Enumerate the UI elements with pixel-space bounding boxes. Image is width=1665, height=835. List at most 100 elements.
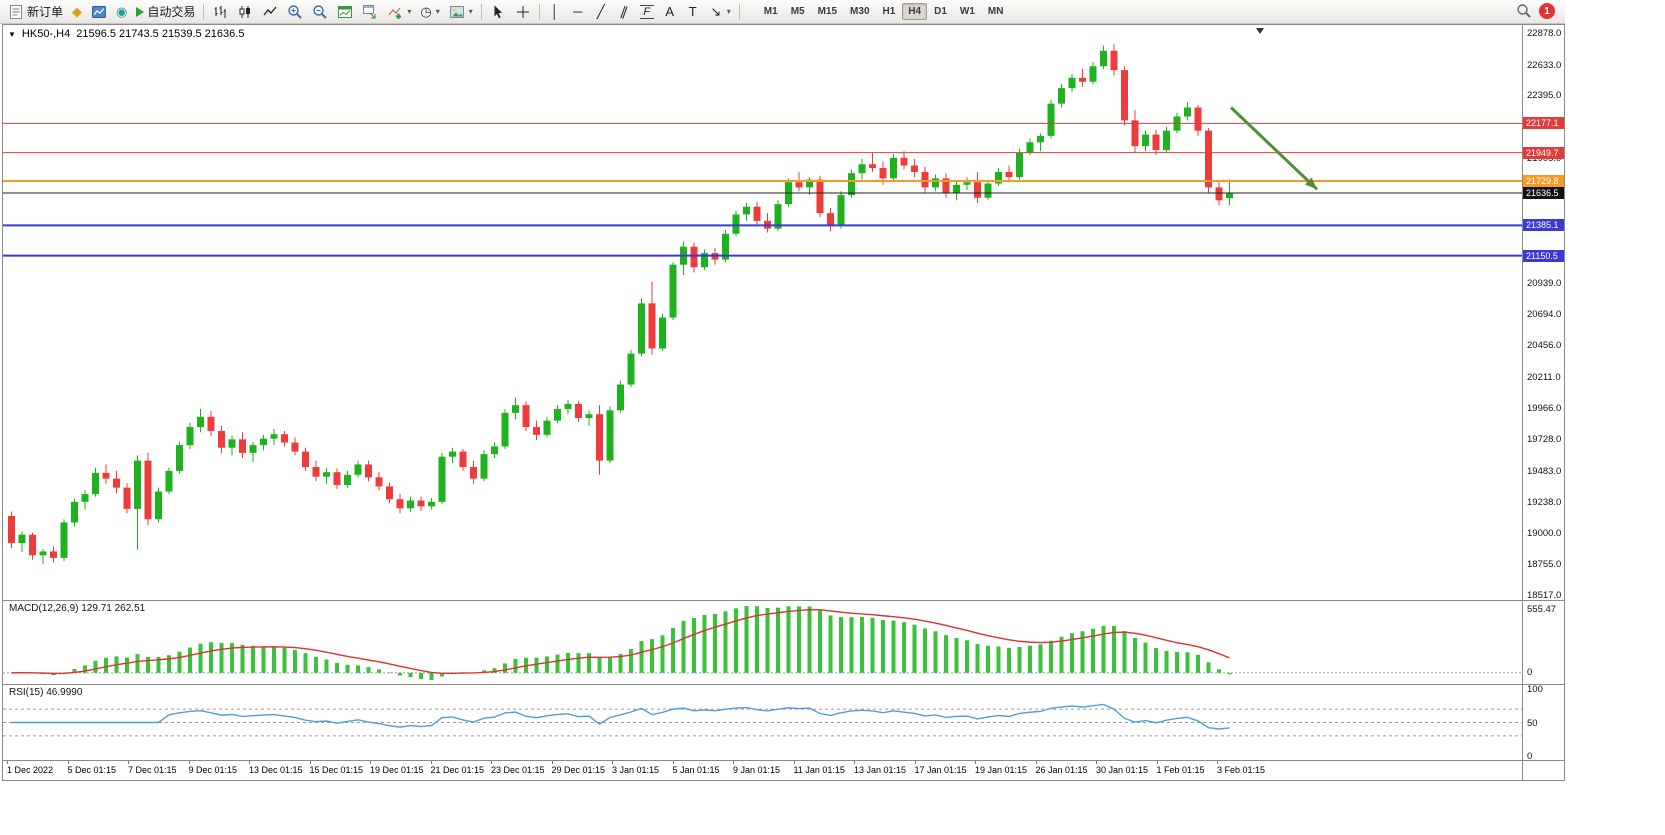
arrows-tool[interactable]: ↘ ▾	[705, 2, 735, 22]
main-toolbar: 新订单 ◆ ◉ 自动交易	[0, 0, 1565, 24]
periods-button[interactable]: ◷ ▾	[416, 2, 443, 22]
rsi-panel-separator[interactable]	[3, 684, 1565, 685]
price-chart-canvas[interactable]	[3, 25, 1522, 600]
crosshair-tool-button[interactable]	[511, 2, 535, 22]
time-axis-tick	[612, 761, 613, 764]
timeframe-m15[interactable]: M15	[817, 6, 838, 17]
add-indicator-icon	[388, 7, 402, 19]
dropdown-caret-icon: ▾	[726, 7, 731, 16]
time-axis-label: 23 Dec 01:15	[491, 765, 545, 775]
toolbar-separator	[480, 3, 482, 20]
timeframe-mn[interactable]: MN	[987, 6, 1004, 17]
dropdown-caret-icon: ▾	[435, 7, 440, 16]
dropdown-triangle-icon[interactable]: ▼	[8, 29, 16, 39]
timeframe-m30[interactable]: M30	[850, 6, 870, 17]
timeframe-w1[interactable]: W1	[959, 6, 975, 17]
vertical-line-tool[interactable]: │	[544, 2, 566, 22]
time-axis-label: 1 Feb 01:15	[1156, 765, 1205, 775]
dropdown-caret-icon: ▾	[468, 7, 473, 16]
time-axis-tick	[309, 761, 311, 764]
rsi-axis-label: 100	[1527, 684, 1543, 695]
fibonacci-icon: F	[639, 4, 654, 19]
navigator-icon[interactable]: ◉	[112, 2, 131, 22]
timeframe-h1[interactable]: H1	[882, 6, 896, 17]
price-line-badge[interactable]: 21385.1	[1523, 219, 1564, 232]
timeframe-d1[interactable]: D1	[934, 6, 947, 17]
cursor-tool-button[interactable]	[486, 2, 510, 22]
time-axis-label: 29 Dec 01:15	[551, 765, 606, 775]
macd-axis-label: 0	[1527, 666, 1533, 678]
macd-panel-canvas[interactable]	[3, 601, 1522, 684]
price-axis-label: 21905.0	[1527, 153, 1562, 165]
teal-circle-icon: ◉	[116, 3, 128, 19]
line-chart-icon	[263, 6, 277, 15]
charts-list-icon[interactable]	[87, 2, 111, 22]
time-axis-label: 30 Jan 01:15	[1096, 765, 1149, 775]
price-axis-label: 20456.0	[1527, 340, 1562, 352]
new-order-icon	[10, 4, 22, 19]
indicator-window-button[interactable]	[333, 2, 357, 22]
price-line-badge[interactable]: 21729.8	[1523, 174, 1564, 187]
timeframe-m1[interactable]: M1	[763, 6, 778, 17]
time-axis-tick	[914, 761, 916, 764]
auto-trading-button[interactable]: 自动交易	[132, 2, 199, 22]
vertical-line-icon: │	[550, 4, 559, 19]
time-axis-tick	[1035, 761, 1037, 764]
new-order-button[interactable]: 新订单	[4, 2, 67, 22]
time-axis-tick	[67, 761, 69, 764]
time-axis[interactable]: 1 Dec 2022 5 Dec 01:15 7 Dec 01:15 9 Dec 01…	[3, 761, 1522, 780]
chart-ohlc-values: 21596.5 21743.5 21539.5 21636.5	[76, 28, 245, 40]
text-label-tool[interactable]: T	[682, 2, 704, 22]
zoom-out-button[interactable]	[308, 2, 332, 22]
price-line-badge[interactable]: 21150.5	[1523, 249, 1564, 262]
bar-chart-button[interactable]	[208, 2, 232, 22]
price-line-badge[interactable]: 21636.5	[1523, 186, 1564, 199]
macd-axis-label: 555.47	[1527, 604, 1557, 615]
text-tool[interactable]: A	[659, 2, 681, 22]
macd-panel-separator[interactable]	[3, 600, 1565, 601]
price-axis-label: 19000.0	[1527, 527, 1562, 539]
timeframe-toolbar: M1 M5 M15 M30 H1 H4 D1 W1 MN	[758, 3, 1010, 20]
price-line-badge[interactable]: 21949.7	[1523, 146, 1564, 159]
price-line-badge[interactable]: 22177.1	[1523, 117, 1564, 130]
trendline-tool[interactable]: ╱	[590, 2, 612, 22]
notification-badge[interactable]: 1	[1539, 3, 1555, 19]
zoom-out-icon	[313, 4, 328, 19]
indicators-add-button[interactable]: ▾	[383, 2, 415, 22]
time-axis-tick	[551, 761, 553, 764]
macd-indicator-label: MACD(12,26,9) 129.71 262.51	[9, 603, 146, 614]
time-axis-label: 26 Jan 01:15	[1035, 765, 1088, 775]
channel-tool[interactable]: ∥	[613, 2, 635, 22]
price-axis[interactable]: 22878.0 22633.0 22395.0 21905.0 20939.0 20694…	[1523, 25, 1565, 762]
time-axis-label: 21 Dec 01:15	[430, 765, 485, 775]
price-axis-label: 22633.0	[1527, 59, 1562, 71]
line-chart-button[interactable]	[258, 2, 282, 22]
time-axis-label: 5 Dec 01:15	[67, 765, 117, 775]
candlestick-chart-button[interactable]	[233, 2, 257, 22]
zoom-in-button[interactable]	[283, 2, 307, 22]
arrow-icon: ↘	[710, 3, 722, 19]
dropdown-caret-icon: ▾	[407, 7, 412, 16]
toolbar-separator	[738, 3, 740, 20]
time-axis-tick	[1096, 761, 1097, 764]
horizontal-line-tool[interactable]: ─	[567, 2, 589, 22]
time-axis-label: 17 Jan 01:15	[914, 765, 967, 775]
time-axis-tick	[672, 761, 674, 764]
cursor-icon	[494, 5, 502, 18]
new-chart-window-button[interactable]	[358, 2, 382, 22]
time-axis-label: 5 Jan 01:15	[672, 765, 720, 775]
timeframe-h4[interactable]: H4	[902, 3, 928, 20]
rsi-panel-canvas[interactable]	[3, 685, 1522, 760]
search-icon[interactable]	[1516, 3, 1532, 19]
fibonacci-tool[interactable]: F	[636, 2, 658, 22]
market-watch-icon[interactable]: ◆	[68, 2, 86, 22]
timeframe-m5[interactable]: M5	[790, 6, 805, 17]
horizontal-line-icon: ─	[573, 4, 583, 19]
crosshair-icon	[516, 5, 529, 18]
time-axis-label: 15 Dec 01:15	[309, 765, 364, 775]
price-axis-label: 22878.0	[1527, 28, 1562, 39]
time-axis-separator	[3, 760, 1565, 761]
time-axis-label: 13 Jan 01:15	[854, 765, 907, 775]
window-arrow-icon	[363, 4, 376, 18]
templates-button[interactable]: ▾	[445, 2, 477, 22]
